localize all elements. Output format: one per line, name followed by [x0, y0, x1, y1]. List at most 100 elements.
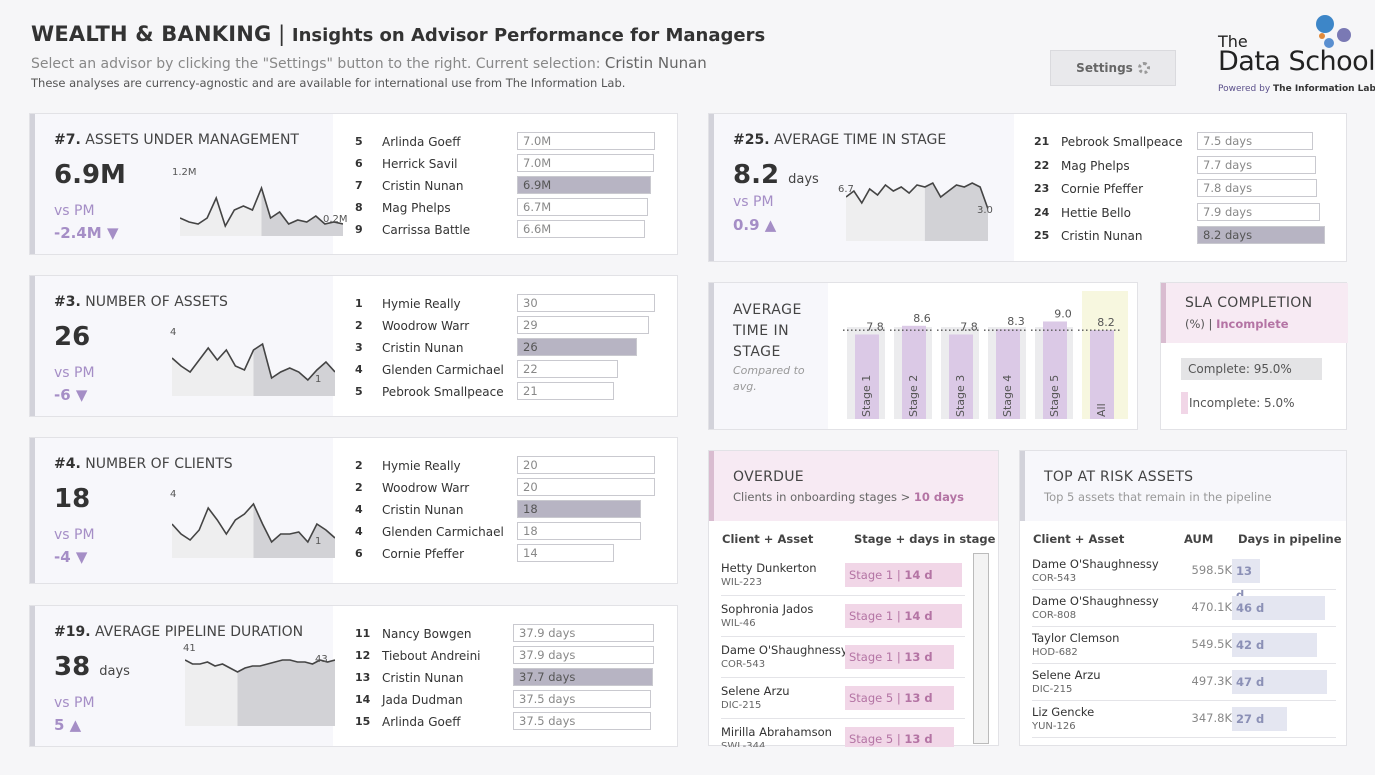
- sparkline-line: [172, 502, 335, 544]
- overdue-row[interactable]: Sophronia Jados WIL-46 Stage 1 | 14 d: [721, 596, 965, 637]
- stage-bar[interactable]: [1090, 330, 1114, 419]
- overdue-scrollbar[interactable]: [973, 553, 989, 744]
- ranking-row[interactable]: 1 Hymie Really 30: [355, 294, 665, 314]
- client-asset-cell: Taylor Clemson HOD-682: [1032, 631, 1119, 658]
- client-name: Selene Arzu: [721, 684, 790, 698]
- kpi-sparkline[interactable]: [172, 502, 335, 558]
- ranking-row[interactable]: 7 Cristin Nunan 6.9M: [355, 176, 665, 196]
- kpi-sparkline[interactable]: [180, 180, 343, 236]
- risk-table-body[interactable]: Dame O'Shaughnessy COR-543 598.5K 13 d Dame …: [1020, 553, 1348, 743]
- ranking-row[interactable]: 6 Herrick Savil 7.0M: [355, 154, 665, 174]
- overdue-table-body[interactable]: Hetty Dunkerton WIL-223 Stage 1 | 14 d Soph…: [709, 555, 984, 747]
- stage-bar-value-label: 7.8: [960, 320, 978, 333]
- advisor-value-bar: 37.9 days: [513, 646, 654, 664]
- advisor-value-bar: 30: [517, 294, 655, 312]
- advisor-value-bar: 37.9 days: [513, 624, 654, 642]
- asset-id: COR-543: [721, 659, 766, 670]
- advisor-value-bar: 14: [517, 544, 614, 562]
- kpi-title-text: NUMBER OF ASSETS: [85, 294, 228, 310]
- overdue-row[interactable]: Hetty Dunkerton WIL-223 Stage 1 | 14 d: [721, 555, 965, 596]
- ranking-row[interactable]: 4 Cristin Nunan 18: [355, 500, 665, 520]
- ranking-row[interactable]: 9 Carrissa Battle 6.6M: [355, 220, 665, 240]
- asset-id: SWL-344: [721, 741, 766, 747]
- stage-bar[interactable]: [996, 329, 1020, 419]
- asset-id: COR-808: [1032, 610, 1077, 621]
- ranking-row[interactable]: 11 Nancy Bowgen 37.9 days: [355, 624, 664, 644]
- logo-dot-blue: [1316, 15, 1334, 33]
- settings-button[interactable]: Settings: [1050, 50, 1176, 86]
- client-asset-cell: Sophronia Jados WIL-46: [721, 602, 813, 629]
- stage-bar[interactable]: [855, 334, 879, 419]
- vs-previous-month-label: vs PM: [54, 365, 95, 381]
- stage-days-box: Stage 5 | 13 d: [845, 686, 954, 710]
- aum-value: 549.5K: [1191, 637, 1232, 651]
- sparkline-area-current: [253, 504, 335, 558]
- at-risk-row[interactable]: Dame O'Shaughnessy COR-543 598.5K 13 d: [1032, 553, 1336, 602]
- advisor-name: Cristin Nunan: [382, 503, 464, 517]
- ranking-row[interactable]: 15 Arlinda Goeff 37.5 days: [355, 712, 664, 732]
- stage-bar-value-label: 7.8: [866, 320, 884, 333]
- sla-complete-bar[interactable]: [1181, 358, 1322, 380]
- at-risk-row[interactable]: Selene Arzu DIC-215 497.3K 47 d: [1032, 664, 1336, 701]
- ranking-row[interactable]: 12 Tiebout Andreini 37.9 days: [355, 646, 664, 666]
- ranking-row[interactable]: 24 Hettie Bello 7.9 days: [1034, 202, 1334, 223]
- at-risk-row[interactable]: Taylor Clemson HOD-682 549.5K 42 d: [1032, 627, 1336, 664]
- sla-completion-panel: SLA COMPLETION (%) | Incomplete Complete…: [1160, 282, 1348, 430]
- selected-advisor-bar: 18: [517, 500, 641, 518]
- ranking-row[interactable]: 3 Cristin Nunan 26: [355, 338, 665, 358]
- stage-separator: |: [893, 609, 905, 623]
- ranking-number: 4: [355, 503, 363, 516]
- stage-bar[interactable]: [1043, 321, 1067, 419]
- stage-category-label: Stage 3: [954, 375, 967, 417]
- sla-sub-highlight: Incomplete: [1216, 317, 1289, 331]
- selected-advisor-bar: 37.7 days: [513, 668, 653, 686]
- ranking-row[interactable]: 2 Hymie Really 20: [355, 456, 665, 476]
- stage-separator: |: [893, 650, 905, 664]
- sparkline-end-label: 43: [315, 654, 328, 665]
- sla-incomplete-bar[interactable]: [1181, 392, 1188, 414]
- stage-bar-value-label: 8.2: [1097, 316, 1115, 329]
- ranking-row[interactable]: 21 Pebrook Smallpeace 7.5 days: [1034, 132, 1334, 152]
- stage-separator: |: [893, 568, 905, 582]
- ranking-row[interactable]: 6 Cornie Pfeffer 14: [355, 544, 665, 564]
- ranking-row[interactable]: 2 Woodrow Warr 20: [355, 478, 665, 498]
- ranking-row[interactable]: 13 Cristin Nunan 37.7 days: [355, 668, 664, 688]
- overdue-sub-highlight: 10 days: [913, 490, 964, 504]
- advisor-value-bar: 20: [517, 456, 655, 474]
- kpi-sparkline[interactable]: [172, 340, 335, 396]
- client-asset-cell: Selene Arzu DIC-215: [1032, 668, 1101, 695]
- overdue-row[interactable]: Selene Arzu DIC-215 Stage 5 | 13 d: [721, 678, 965, 719]
- ranking-row[interactable]: 2 Woodrow Warr 29: [355, 316, 665, 336]
- stage-bar[interactable]: [949, 334, 973, 419]
- stage-bar[interactable]: [902, 325, 926, 419]
- overdue-row[interactable]: Mirilla Abrahamson SWL-344 Stage 5 | 13 d: [721, 719, 965, 747]
- ranking-row[interactable]: 25 Cristin Nunan 8.2 days: [1034, 226, 1334, 246]
- stage-category-label: Stage 4: [1001, 375, 1014, 417]
- ranking-row[interactable]: 22 Mag Phelps 7.7 days: [1034, 155, 1334, 176]
- ranking-row[interactable]: 5 Pebrook Smallpeace 21: [355, 382, 665, 402]
- panel-accent-bar: [709, 114, 714, 261]
- advisor-value-bar: 7.0M: [517, 154, 654, 172]
- ranking-row[interactable]: 23 Cornie Pfeffer 7.8 days: [1034, 179, 1334, 199]
- at-risk-row[interactable]: Liz Gencke YUN-126 347.8K 27 d: [1032, 701, 1336, 738]
- asset-id: YUN-126: [1032, 721, 1076, 732]
- title-main: WEALTH & BANKING: [31, 22, 272, 46]
- ranking-row[interactable]: 14 Jada Dudman 37.5 days: [355, 690, 664, 710]
- kpi-sparkline[interactable]: [185, 656, 335, 726]
- days-in-stage: 13 d: [904, 650, 933, 664]
- advisor-name: Cristin Nunan: [382, 671, 464, 685]
- kpi-panel-number-of-assets: #3. NUMBER OF ASSETS 26 vs PM -6 ▼ 4 1 1 Hymie …: [29, 275, 678, 417]
- overdue-row[interactable]: Dame O'Shaughnessy COR-543 Stage 1 | 13 d: [721, 637, 965, 678]
- overdue-header-bg: [709, 451, 998, 521]
- kpi-sparkline[interactable]: [846, 181, 988, 241]
- ranking-row[interactable]: 8 Mag Phelps 6.7M: [355, 198, 665, 218]
- at-risk-row[interactable]: Dame O'Shaughnessy COR-808 470.1K 46 d: [1032, 590, 1336, 627]
- sparkline-area-previous: [172, 504, 254, 558]
- stage-sub-line: avg.: [733, 380, 757, 393]
- ranking-row[interactable]: 4 Glenden Carmichael 18: [355, 522, 665, 542]
- ranking-row[interactable]: 4 Glenden Carmichael 22: [355, 360, 665, 380]
- stage-days-box: Stage 1 | 13 d: [845, 645, 954, 669]
- advisor-name: Cristin Nunan: [1061, 229, 1143, 243]
- ranking-row[interactable]: 5 Arlinda Goeff 7.0M: [355, 132, 665, 152]
- ranking-number: 23: [1034, 182, 1050, 195]
